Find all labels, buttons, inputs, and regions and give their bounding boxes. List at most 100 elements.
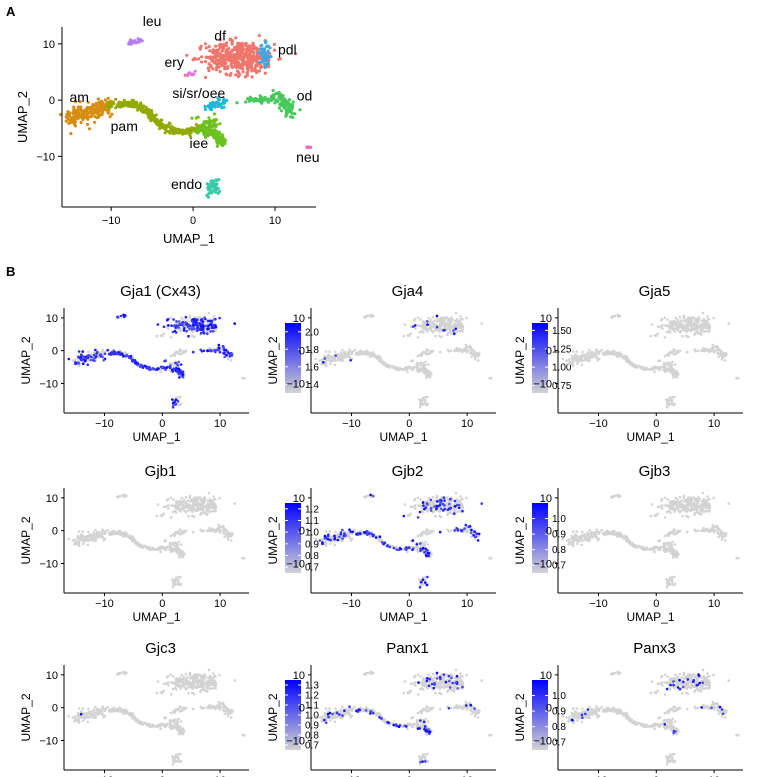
expressing-cell-632 <box>164 368 167 372</box>
expressing-cell-1266 <box>230 352 234 356</box>
cell-point-1422 <box>667 399 670 402</box>
cell-point-1367 <box>129 38 133 42</box>
cell-point-695 <box>212 124 216 128</box>
cell-point-988 <box>188 316 192 320</box>
y-tick-label-0: −10 <box>39 378 58 390</box>
cell-point-730 <box>419 353 422 357</box>
cell-point-1278 <box>290 103 294 107</box>
cell-point-1422 <box>420 399 423 402</box>
cell-point-1113 <box>246 49 250 53</box>
cell-point-1426 <box>668 396 672 400</box>
cell-point-697 <box>204 119 209 124</box>
cell-point-178 <box>97 531 100 534</box>
x-tick-label-0: −10 <box>102 215 121 227</box>
cell-point-1366 <box>612 314 615 318</box>
cell-point-1222 <box>461 327 464 331</box>
cell-point-465 <box>166 129 170 134</box>
cell-point-149 <box>107 110 111 114</box>
x-tick-label-0: −10 <box>95 598 114 610</box>
cell-point-1082 <box>249 56 253 60</box>
colorbar-tick-label-0: 2.0 <box>305 327 319 338</box>
cell-point-286 <box>122 98 126 102</box>
expressing-cell-1060 <box>172 324 176 328</box>
cell-point-502 <box>651 367 654 370</box>
cell-point-1086 <box>445 321 449 325</box>
cell-point-1232 <box>464 343 468 347</box>
cell-point-730 <box>172 533 175 536</box>
cell-point-932 <box>692 316 696 319</box>
colorbar-tick-label-0: 1.50 <box>552 326 572 337</box>
cell-point-722 <box>425 348 429 351</box>
cell-point-520 <box>173 131 177 135</box>
cell-point-1276 <box>469 351 472 355</box>
cell-point-304 <box>159 370 162 374</box>
colorbar-tick-label-4: 0.8 <box>305 551 319 562</box>
cell-point-1076 <box>203 42 207 46</box>
cell-point-1224 <box>265 44 269 49</box>
expressing-cell-6 <box>322 361 325 364</box>
cell-point-360 <box>647 368 650 371</box>
y-axis-title: UMAP_2 <box>513 336 527 384</box>
cell-point-1091 <box>252 50 256 55</box>
cell-point-731 <box>206 104 211 108</box>
cell-point-32 <box>77 530 81 533</box>
cell-point-1055 <box>236 41 240 46</box>
cell-point-694 <box>426 363 430 366</box>
expressing-cell-90 <box>95 355 98 358</box>
cell-point-1062 <box>172 498 175 501</box>
cell-point-1034 <box>693 318 697 322</box>
cell-point-143 <box>87 127 92 131</box>
colorbar-tick-label-1: 1.8 <box>305 345 319 356</box>
cell-point-353 <box>194 123 198 127</box>
cell-point-930 <box>434 334 437 338</box>
cell-point-1042 <box>209 510 212 513</box>
cell-point-350 <box>103 532 107 536</box>
cell-point-1408 <box>670 398 674 402</box>
cell-point-804 <box>403 323 407 326</box>
cell-point-478 <box>635 365 639 369</box>
expressing-cell-1256 <box>218 351 222 354</box>
cell-point-1426 <box>421 396 425 400</box>
cell-point-196 <box>584 355 587 359</box>
cell-point-486 <box>135 102 139 106</box>
cell-point-930 <box>681 334 684 338</box>
cell-point-1344 <box>702 348 705 352</box>
cell-point-508 <box>616 354 619 358</box>
cell-point-1224 <box>460 318 463 321</box>
cell-point-277 <box>106 100 110 104</box>
cell-point-524 <box>604 351 608 355</box>
cell-point-503 <box>110 100 114 105</box>
cell-point-816 <box>165 498 169 502</box>
cell-point-138 <box>71 111 75 116</box>
cell-point-1112 <box>683 324 686 328</box>
cell-point-518 <box>126 104 130 108</box>
cell-point-816 <box>659 318 663 322</box>
cell-point-1144 <box>190 499 194 503</box>
cell-point-1024 <box>693 325 697 328</box>
cell-point-1162 <box>674 327 678 331</box>
cell-point-1102 <box>182 498 186 502</box>
cell-point-178 <box>101 101 105 105</box>
expressing-cell-132 <box>82 362 85 366</box>
expressing-cell-1276 <box>222 351 225 355</box>
expressing-cell-100 <box>92 356 96 360</box>
cell-point-1348 <box>212 529 216 532</box>
cell-point-215 <box>95 108 99 113</box>
cell-point-1130 <box>214 58 218 63</box>
cell-point-197 <box>95 105 99 109</box>
cell-point-734 <box>671 350 675 354</box>
cell-point-1070 <box>206 66 210 70</box>
cell-point-1418 <box>207 188 211 192</box>
cell-point-90 <box>342 355 345 358</box>
cell-point-739 <box>203 104 207 108</box>
cell-point-1128 <box>173 509 177 513</box>
cell-point-1103 <box>230 49 234 53</box>
cell-point-1206 <box>455 319 459 323</box>
feature-plot-title: Gja5 <box>639 283 671 300</box>
cell-point-570 <box>178 556 181 559</box>
cell-point-502 <box>157 547 160 550</box>
cell-point-1276 <box>716 351 719 355</box>
cell-point-835 <box>250 69 254 73</box>
x-tick-label-0: −10 <box>95 418 114 430</box>
